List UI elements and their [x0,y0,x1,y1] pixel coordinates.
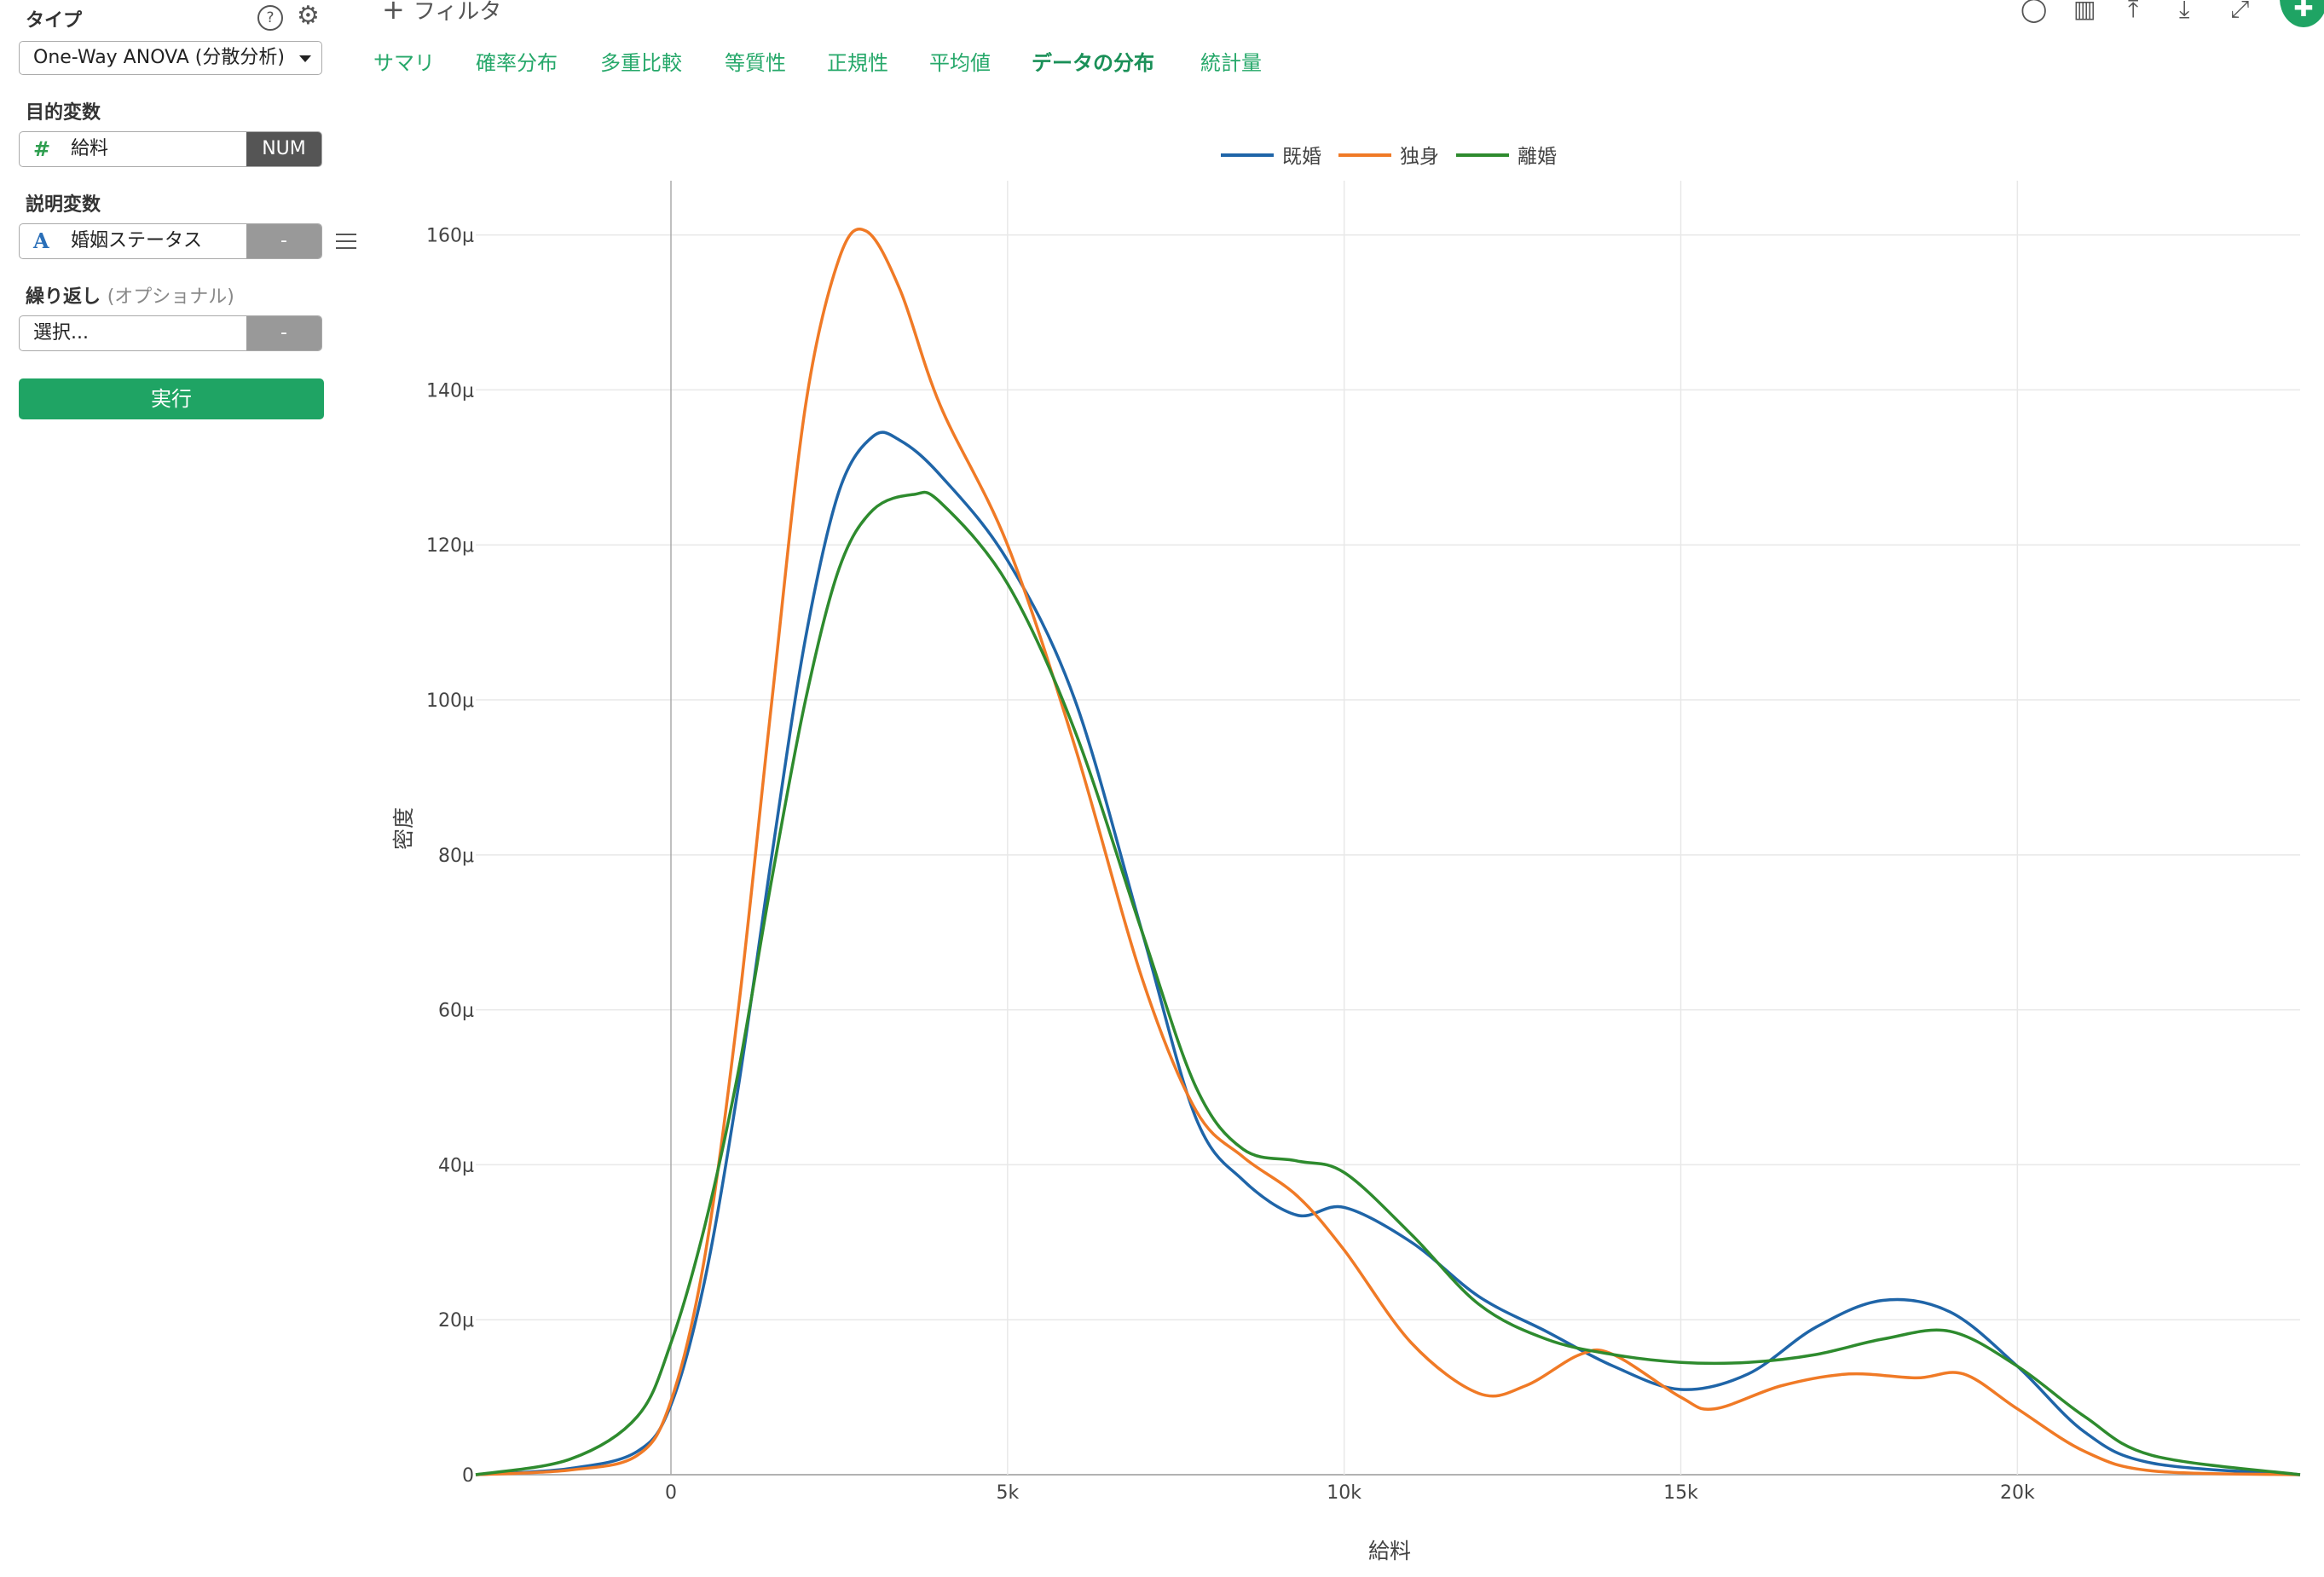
y-tick-label: 160μ [426,226,474,247]
series-line-独身 [475,227,2301,1476]
explanatory-variable-label: 説明変数 [26,194,101,216]
target-variable-value: 給料 [71,138,109,159]
explanatory-variable-field[interactable]: A 婚姻ステータス - [19,223,322,259]
comment-icon[interactable]: ◯ [2020,0,2048,23]
filter-button[interactable]: + フィルタ [382,0,501,26]
x-axis-ticks: 0 5k 10k 15k 20k [665,1482,2035,1504]
legend-label: 既婚 [1282,146,1321,168]
x-tick-label: 15k [1663,1482,1698,1504]
x-axis-label: 給料 [1368,1539,1411,1563]
tab-distribution[interactable]: データの分布 [1032,51,1154,75]
menu-icon[interactable] [336,234,356,251]
tab-homogeneity[interactable]: 等質性 [725,51,786,75]
text-type-icon: A [33,228,49,253]
legend-label: 独身 [1400,146,1439,168]
chevron-down-icon [299,55,311,62]
repeat-by-label: 繰り返し (オプショナル) [26,281,234,309]
optional-text: (オプショナル) [107,286,234,308]
y-tick-label: 40μ [438,1155,474,1176]
download-icon[interactable]: ⤓ [2179,0,2190,23]
series-lines [475,227,2301,1476]
y-tick-label: 20μ [438,1310,474,1331]
y-tick-label: 0 [462,1465,474,1487]
upload-icon[interactable]: ⤒ [2128,0,2139,23]
type-label: タイプ [26,10,83,32]
x-tick-label: 5k [996,1482,1019,1504]
y-axis-label: 密度 [391,807,416,850]
tab-multiple-comparison[interactable]: 多重比較 [600,51,682,75]
series-line-既婚 [475,430,2301,1476]
y-tick-label: 100μ [426,690,474,712]
analysis-type-select[interactable]: One-Way ANOVA (分散分析) [19,41,322,75]
tab-summary[interactable]: サマリ [373,51,435,75]
chart-grid [476,181,2300,1476]
y-axis-ticks: 0 20μ 40μ 60μ 80μ 100μ 120μ 140μ 160μ [426,226,474,1487]
plus-icon: + [382,0,405,26]
x-tick-label: 20k [2000,1482,2035,1504]
y-tick-label: 140μ [426,380,474,401]
y-tick-label: 120μ [426,535,474,557]
x-tick-label: 0 [665,1482,677,1504]
target-variable-field[interactable]: # 給料 NUM [19,131,322,167]
y-tick-label: 60μ [438,1001,474,1022]
tab-probability[interactable]: 確率分布 [476,51,558,75]
gear-icon[interactable]: ⚙ [297,1,320,31]
repeat-by-value: 選択... [33,322,89,344]
series-line-離婚 [475,490,2301,1476]
settings-panel: タイプ ? ⚙ One-Way ANOVA (分散分析) 目的変数 # 給料 N… [0,0,356,1577]
tab-mean[interactable]: 平均値 [929,51,991,75]
chart-icon[interactable]: ▥ [2073,0,2096,23]
repeat-by-field[interactable]: 選択... - [19,315,322,351]
num-type-tag[interactable]: NUM [246,132,321,166]
target-variable-label: 目的変数 [26,102,101,124]
repeat-type-tag[interactable]: - [246,316,321,350]
analysis-type-value: One-Way ANOVA (分散分析) [33,47,285,68]
tab-normality[interactable]: 正規性 [827,51,888,75]
explanatory-type-tag[interactable]: - [246,224,321,258]
legend-label: 離婚 [1518,146,1557,168]
legend: 既婚 独身 離婚 [1221,146,1557,168]
number-type-icon: # [33,137,51,161]
help-icon[interactable]: ? [257,5,283,31]
y-tick-label: 80μ [438,846,474,867]
repeat-by-text: 繰り返し [26,286,101,308]
explanatory-variable-value: 婚姻ステータス [71,230,203,251]
expand-icon[interactable]: ⤢ [2230,0,2250,23]
x-tick-label: 10k [1327,1482,1361,1504]
run-button[interactable]: 実行 [19,378,324,419]
tab-statistics[interactable]: 統計量 [1200,51,1262,75]
filter-label: フィルタ [413,0,502,25]
